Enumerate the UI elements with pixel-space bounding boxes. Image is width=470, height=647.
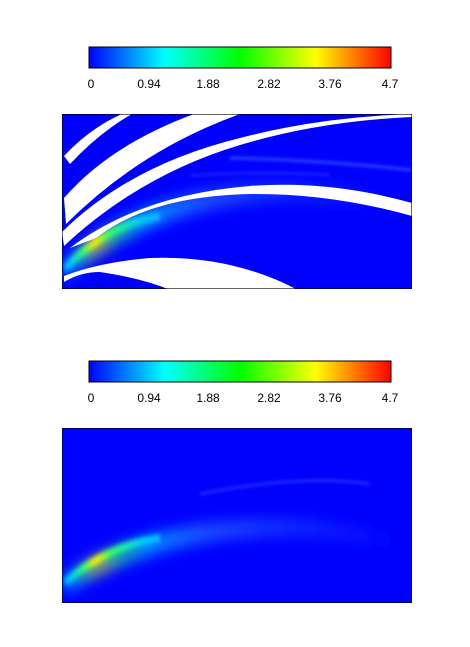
panel-1: 0 0.94 1.88 2.82 3.76 4.7 [62, 46, 412, 289]
colorbar-1-tick-4: 3.76 [318, 77, 342, 91]
heatmap-2 [62, 428, 412, 603]
heatmap-1-jet-core [64, 212, 160, 272]
colorbar-1-tick-3: 2.82 [257, 77, 281, 91]
colorbar-2-tick-0: 0 [88, 391, 95, 405]
heatmap-1 [62, 114, 412, 289]
heatmap-2-wake-line [199, 479, 371, 496]
colorbar-2-tick-2: 1.88 [196, 391, 220, 405]
colorbar-2-tick-3: 2.82 [257, 391, 281, 405]
colorbar-2-gradient [88, 360, 392, 383]
colorbar-2: 0 0.94 1.88 2.82 3.76 4.7 [88, 360, 399, 405]
heatmap-1-wake-line [229, 156, 412, 172]
heatmap-1-masked-band-1 [64, 114, 132, 164]
colorbar-1-tick-0: 0 [88, 77, 95, 91]
panel-2: 0 0.94 1.88 2.82 3.76 4.7 [62, 360, 412, 603]
colorbar-1-tick-1: 0.94 [137, 77, 161, 91]
heatmap-2-background [62, 428, 412, 603]
colorbar-1: 0 0.94 1.88 2.82 3.76 4.7 [88, 46, 399, 91]
colorbar-1-tick-5: 4.7 [382, 77, 399, 91]
colorbar-2-tick-1: 0.94 [137, 391, 161, 405]
colorbar-1-gradient [88, 46, 392, 69]
heatmap-1-masked-band-3 [62, 114, 412, 246]
heatmap-1-masked-band-5 [64, 257, 296, 289]
colorbar-1-tick-2: 1.88 [196, 77, 220, 91]
colorbar-2-tick-4: 3.76 [318, 391, 342, 405]
heatmap-1-masked-band-2 [64, 114, 240, 224]
heatmap-2-jet-core [64, 534, 160, 586]
heatmap-1-wake-line-2 [189, 171, 331, 177]
colorbar-2-tick-5: 4.7 [382, 391, 399, 405]
